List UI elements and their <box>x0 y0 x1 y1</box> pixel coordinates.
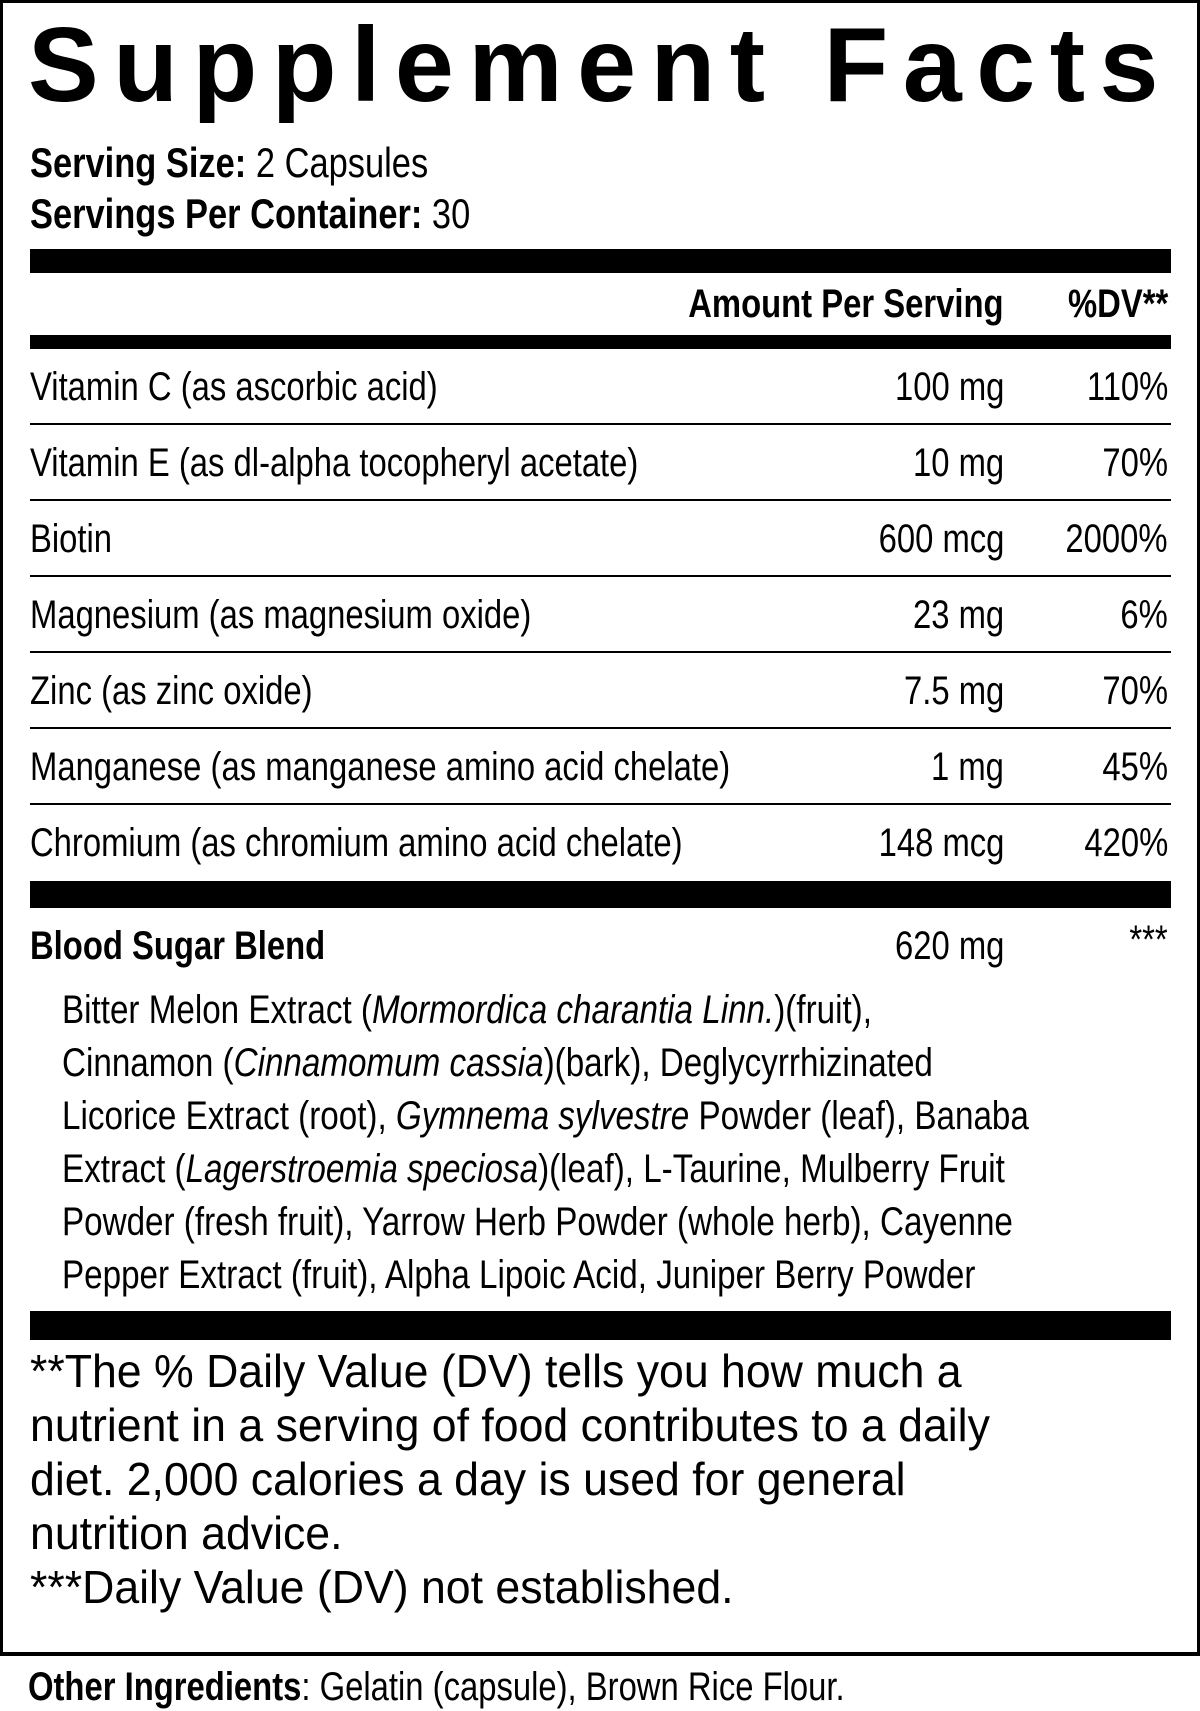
blend-dv: *** <box>1129 918 1168 962</box>
botanical-name: Cinnamomum cassia <box>233 1041 544 1085</box>
ingredient-text: Cinnamon ( <box>62 1041 234 1085</box>
other-ingredients: Other Ingredients: Gelatin (capsule), Br… <box>28 1663 1024 1711</box>
divider-bar <box>30 1311 1171 1340</box>
nutrient-name: Biotin <box>30 517 113 561</box>
blend-name: Blood Sugar Blend <box>30 924 326 968</box>
other-ingredients-value: : Gelatin (capsule), Brown Rice Flour. <box>301 1665 845 1709</box>
botanical-name: Gymnema sylvestre <box>395 1094 690 1138</box>
ingredient-text: )(fruit), <box>774 988 872 1032</box>
ingredient-text: Pepper Extract (fruit), Alpha Lipoic Aci… <box>62 1253 976 1297</box>
footnote-line: nutrition advice. <box>30 1507 343 1559</box>
nutrient-dv: 70% <box>1102 669 1168 713</box>
blend-row: Blood Sugar Blend 620 mg *** <box>30 908 1171 984</box>
nutrient-dv: 6% <box>1120 593 1168 637</box>
amount-header: Amount Per Serving <box>619 273 1004 335</box>
nutrient-amount: 100 mg <box>894 365 1004 409</box>
ingredient-text: )(bark), Deglycyrrhizinated <box>543 1041 933 1085</box>
nutrient-name: Vitamin C (as ascorbic acid) <box>30 365 438 409</box>
nutrient-row: Biotin 600 mcg 2000% <box>30 501 1171 577</box>
botanical-name: Lagerstroemia speciosa <box>185 1147 539 1191</box>
divider-bar <box>30 335 1171 349</box>
nutrient-dv: 45% <box>1102 745 1168 789</box>
blend-section: Blood Sugar Blend 620 mg *** Bitter Melo… <box>30 908 1171 1311</box>
ingredient-line: Licorice Extract (root), Gymnema sylvest… <box>62 1090 1029 1143</box>
nutrient-row: Vitamin C (as ascorbic acid) 100 mg 110% <box>30 349 1171 425</box>
nutrient-row: Vitamin E (as dl-alpha tocopheryl acetat… <box>30 425 1171 501</box>
nutrient-dv: 70% <box>1102 441 1168 485</box>
ingredient-text: Extract ( <box>62 1147 186 1191</box>
nutrient-name: Magnesium (as magnesium oxide) <box>30 593 532 637</box>
nutrient-amount: 600 mcg <box>878 517 1004 561</box>
servings-per-container: Servings Per Container: 30 <box>30 189 567 239</box>
ingredient-line: Bitter Melon Extract (Mormordica charant… <box>62 984 1029 1037</box>
nutrient-amount: 7.5 mg <box>903 669 1004 713</box>
dv-header-text: %DV** <box>1067 282 1168 326</box>
label-frame <box>0 0 1200 1656</box>
ingredient-text: Licorice Extract (root), <box>62 1094 396 1138</box>
nutrient-dv: 2000% <box>1065 517 1168 561</box>
nutrient-amount: 23 mg <box>912 593 1004 637</box>
nutrient-dv: 420% <box>1084 821 1168 865</box>
botanical-name: Mormordica charantia Linn. <box>371 988 775 1032</box>
nutrient-amount: 10 mg <box>912 441 1004 485</box>
nutrient-table: Vitamin C (as ascorbic acid) 100 mg 110% Vi… <box>30 349 1171 881</box>
divider-bar <box>30 249 1171 273</box>
footnote-line: diet. 2,000 calories a day is used for g… <box>30 1453 906 1505</box>
nutrient-amount: 1 mg <box>931 745 1004 789</box>
nutrient-name: Chromium (as chromium amino acid chelate… <box>30 821 683 865</box>
ingredient-text: Bitter Melon Extract ( <box>62 988 372 1032</box>
footnote-line: ***Daily Value (DV) not established. <box>30 1561 734 1613</box>
other-ingredients-label: Other Ingredients <box>28 1665 302 1709</box>
nutrient-name: Vitamin E (as dl-alpha tocopheryl acetat… <box>30 441 639 485</box>
servings-per-container-value: 30 <box>431 190 471 237</box>
dv-header: %DV** <box>1046 273 1168 335</box>
footnote-line: **The % Daily Value (DV) tells you how m… <box>30 1345 962 1397</box>
nutrient-row: Zinc (as zinc oxide) 7.5 mg 70% <box>30 653 1171 729</box>
ingredient-line: Extract (Lagerstroemia speciosa)(leaf), … <box>62 1143 1029 1196</box>
nutrient-name: Manganese (as manganese amino acid chela… <box>30 745 731 789</box>
nutrient-row: Magnesium (as magnesium oxide) 23 mg 6% <box>30 577 1171 653</box>
nutrient-dv: 110% <box>1086 365 1168 409</box>
page-title: Supplement Facts <box>28 6 1173 124</box>
servings-per-container-label: Servings Per Container: <box>30 190 423 237</box>
ingredient-text: Powder (leaf), Banaba <box>689 1094 1029 1138</box>
serving-size: Serving Size: 2 Capsules <box>30 138 516 188</box>
nutrient-row: Manganese (as manganese amino acid chela… <box>30 729 1171 805</box>
nutrient-row: Chromium (as chromium amino acid chelate… <box>30 805 1171 881</box>
ingredient-line: Cinnamon (Cinnamomum cassia)(bark), Degl… <box>62 1037 1029 1090</box>
blend-ingredients: Bitter Melon Extract (Mormordica charant… <box>62 984 1200 1302</box>
amount-header-text: Amount Per Serving <box>688 282 1004 326</box>
ingredient-text: )(leaf), L-Taurine, Mulberry Fruit <box>538 1147 1005 1191</box>
serving-size-value: 2 Capsules <box>255 139 429 186</box>
nutrient-amount: 148 mcg <box>878 821 1004 865</box>
ingredient-line: Powder (fresh fruit), Yarrow Herb Powder… <box>62 1196 1029 1249</box>
ingredient-text: Powder (fresh fruit), Yarrow Herb Powder… <box>62 1200 1013 1244</box>
blend-amount: 620 mg <box>894 924 1004 968</box>
nutrient-name: Zinc (as zinc oxide) <box>30 669 313 713</box>
ingredient-line: Pepper Extract (fruit), Alpha Lipoic Aci… <box>62 1249 1029 1302</box>
footnotes: **The % Daily Value (DV) tells you how m… <box>30 1344 1020 1614</box>
footnote-line: nutrient in a serving of food contribute… <box>30 1399 990 1451</box>
serving-size-label: Serving Size: <box>30 139 247 186</box>
divider-bar <box>30 881 1171 908</box>
